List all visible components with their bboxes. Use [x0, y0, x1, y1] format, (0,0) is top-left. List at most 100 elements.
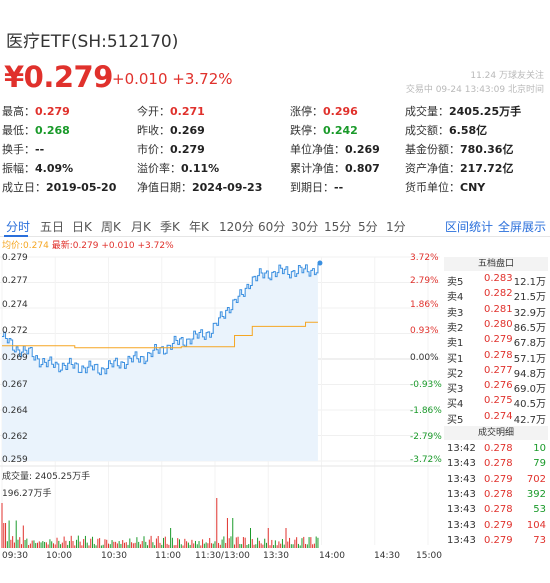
orderbook-volume: 94.8万: [513, 368, 546, 380]
orderbook-row: 卖1 0.279 67.8万: [444, 333, 548, 350]
tab-11[interactable]: 5分: [358, 220, 378, 234]
stat-item: 货币单位：CNY: [405, 179, 485, 195]
stat-value: 2019-05-20: [46, 181, 117, 194]
tab-7[interactable]: 120分: [219, 220, 254, 234]
time-axis-label: 10:30: [101, 551, 127, 561]
followers-count: 11.24 万球友关注: [470, 71, 544, 81]
stat-label: 基金份额：: [405, 143, 460, 156]
stat-label: 到期日：: [290, 181, 334, 194]
stat-value: CNY: [460, 181, 486, 194]
latest-price-dot: [317, 260, 323, 266]
orderbook-price: 0.279: [484, 334, 513, 346]
chart-legend: 均价:0.274 最新:0.279 +0.010 +3.72%: [2, 238, 174, 251]
page-title: 医疗ETF(SH:512170): [6, 32, 179, 52]
orderbook-volume: 57.1万: [513, 353, 546, 365]
stat-item: 累计净值：0.807: [290, 160, 380, 176]
chart-period-tabs: 分时 五日 日K 周K 月K 季K 年K 120分 60分 30分 15分 5分 1分 区间统计 全屏展…: [0, 213, 550, 237]
trade-row: 13:43 0.279 702: [444, 473, 548, 488]
stat-value: 0.271: [170, 105, 205, 118]
orderbook-label: 卖1: [447, 338, 464, 350]
orderbook-row: 卖3 0.281 32.9万: [444, 303, 548, 319]
stat-item: 涨停：0.296: [290, 103, 358, 119]
trade-volume: 53: [533, 504, 546, 516]
stat-label: 换手：: [2, 143, 35, 156]
orderbook-volume: 12.1万: [513, 277, 546, 288]
orderbook-label: 买1: [447, 353, 464, 365]
stat-value: 217.72亿: [460, 162, 514, 175]
stat-label: 溢价率：: [137, 162, 181, 175]
tab-8[interactable]: 60分: [258, 220, 286, 234]
tab-1[interactable]: 五日: [40, 220, 65, 234]
stat-item: 今开：0.271: [137, 103, 205, 119]
trade-price: 0.279: [484, 519, 513, 531]
stat-value: 780.36亿: [460, 143, 514, 156]
time-axis-label: 11:00: [155, 551, 181, 561]
stat-value: 2405.25万手: [449, 105, 522, 118]
stat-item: 到期日：--: [290, 179, 343, 195]
stat-value: 0.296: [323, 105, 358, 118]
orderbook-volume: 42.7万: [513, 414, 546, 426]
pct-axis-label: -2.79%: [410, 432, 442, 442]
orderbook-label: 买4: [447, 399, 464, 411]
orderbook-row: 买3 0.276 69.0万: [444, 379, 548, 395]
trade-row: 13:43 0.279 73: [444, 534, 548, 549]
orderbook-label: 买5: [447, 414, 464, 426]
stat-item: 成立日：2019-05-20: [2, 179, 116, 195]
time-axis-label: 14:30: [374, 551, 400, 561]
orderbook-price: 0.281: [484, 303, 513, 315]
orderbook-price: 0.280: [484, 318, 513, 330]
orderbook-volume: 21.5万: [513, 292, 546, 304]
orderbook-volume: 67.8万: [513, 338, 546, 350]
volume-title: 成交量: 2405.25万手: [2, 472, 91, 482]
trade-volume: 73: [533, 534, 546, 546]
trade-time: 13:43: [447, 534, 476, 546]
orderbook-title: 五档盘口: [444, 257, 548, 271]
pct-axis-label: 2.79%: [410, 276, 439, 286]
stat-label: 货币单位：: [405, 181, 460, 194]
stat-value: 0.269: [345, 143, 380, 156]
fullscreen-link[interactable]: 全屏展示: [498, 220, 547, 234]
time-axis-label: 15:00: [416, 551, 442, 561]
tab-12[interactable]: 1分: [386, 220, 406, 234]
trade-volume: 10: [533, 443, 546, 454]
tab-6[interactable]: 年K: [189, 220, 209, 234]
trades-title: 成交明细: [444, 426, 548, 440]
tab-9[interactable]: 30分: [291, 220, 319, 234]
price-axis-label: 0.272: [2, 326, 28, 336]
tab-4[interactable]: 月K: [131, 220, 151, 234]
stat-label: 资产净值：: [405, 162, 460, 175]
trade-price: 0.279: [484, 473, 513, 485]
trade-volume: 702: [526, 473, 546, 485]
range-stats-link[interactable]: 区间统计: [445, 220, 494, 234]
trade-volume: 79: [533, 458, 546, 470]
orderbook-volume: 32.9万: [513, 307, 546, 319]
stat-item: 市价：0.279: [137, 141, 205, 157]
price-area: [2, 264, 318, 461]
stat-item: 最低：0.268: [2, 122, 70, 138]
tab-5[interactable]: 季K: [160, 220, 180, 234]
tab-10[interactable]: 15分: [324, 220, 352, 234]
tab-2[interactable]: 日K: [72, 220, 92, 234]
trade-time: 13:43: [447, 473, 476, 485]
pct-axis-label: -3.72%: [410, 455, 442, 465]
trade-row: 13:43 0.278 53: [444, 503, 548, 518]
price-axis-label: 0.259: [2, 455, 28, 465]
stat-item: 资产净值：217.72亿: [405, 160, 513, 176]
pct-axis-label: 0.93%: [410, 326, 439, 336]
pct-axis-label: 1.86%: [410, 300, 439, 310]
orderbook-price: 0.282: [484, 288, 513, 300]
trading-status-time: 交易中 09-24 13:43:09 北京时间: [405, 85, 544, 95]
stat-value: 4.09%: [35, 162, 74, 175]
orderbook-price: 0.275: [484, 395, 513, 407]
price-axis-label: 0.274: [2, 300, 28, 310]
orderbook-label: 卖5: [447, 277, 464, 288]
stat-item: 成交量：2405.25万手: [405, 103, 521, 119]
stat-value: 2024-09-23: [192, 181, 263, 194]
tab-0[interactable]: 分时: [6, 220, 31, 234]
tab-3[interactable]: 周K: [101, 220, 121, 234]
orderbook-row: 卖5 0.283 12.1万: [444, 272, 548, 288]
stat-label: 跌停：: [290, 124, 323, 137]
stat-label: 振幅：: [2, 162, 35, 175]
trade-time: 13:43: [447, 519, 476, 531]
